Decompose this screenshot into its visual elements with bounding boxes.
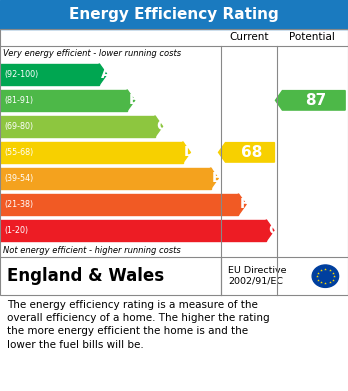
Text: (55-68): (55-68)	[4, 148, 33, 157]
Bar	[0, 0, 348, 29]
Text: (69-80): (69-80)	[4, 122, 33, 131]
Bar	[0, 64, 99, 85]
Text: (21-38): (21-38)	[4, 200, 33, 209]
Polygon shape	[155, 116, 163, 137]
Text: F: F	[240, 197, 250, 212]
Text: (81-91): (81-91)	[4, 96, 33, 105]
Text: Very energy efficient - lower running costs: Very energy efficient - lower running co…	[3, 49, 182, 58]
Text: E: E	[212, 171, 222, 185]
Polygon shape	[183, 142, 190, 163]
Text: 68: 68	[241, 145, 262, 160]
Polygon shape	[266, 220, 274, 241]
Text: Current: Current	[229, 32, 269, 42]
Polygon shape	[238, 194, 246, 215]
Text: Potential: Potential	[290, 32, 335, 42]
Text: G: G	[268, 223, 279, 237]
Text: Not energy efficient - higher running costs: Not energy efficient - higher running co…	[3, 246, 181, 255]
Text: 87: 87	[305, 93, 326, 108]
Text: Energy Efficiency Rating: Energy Efficiency Rating	[69, 7, 279, 22]
Bar	[0, 142, 183, 163]
Text: C: C	[156, 119, 167, 133]
Text: A: A	[101, 67, 111, 81]
Text: (39-54): (39-54)	[4, 174, 33, 183]
Bar	[0, 116, 155, 137]
Polygon shape	[211, 168, 218, 189]
Text: D: D	[184, 145, 196, 160]
Circle shape	[312, 265, 339, 287]
Text: B: B	[128, 93, 139, 108]
Bar	[0, 194, 238, 215]
Text: (92-100): (92-100)	[4, 70, 38, 79]
Text: (1-20): (1-20)	[4, 226, 28, 235]
Bar	[0, 168, 211, 189]
Bar	[0, 220, 266, 241]
Polygon shape	[219, 143, 275, 162]
Polygon shape	[127, 90, 135, 111]
Bar	[0, 90, 127, 111]
Polygon shape	[99, 64, 107, 85]
Text: England & Wales: England & Wales	[7, 267, 164, 285]
Polygon shape	[276, 91, 345, 110]
Text: The energy efficiency rating is a measure of the
overall efficiency of a home. T: The energy efficiency rating is a measur…	[7, 300, 270, 350]
Text: EU Directive
2002/91/EC: EU Directive 2002/91/EC	[228, 267, 286, 286]
